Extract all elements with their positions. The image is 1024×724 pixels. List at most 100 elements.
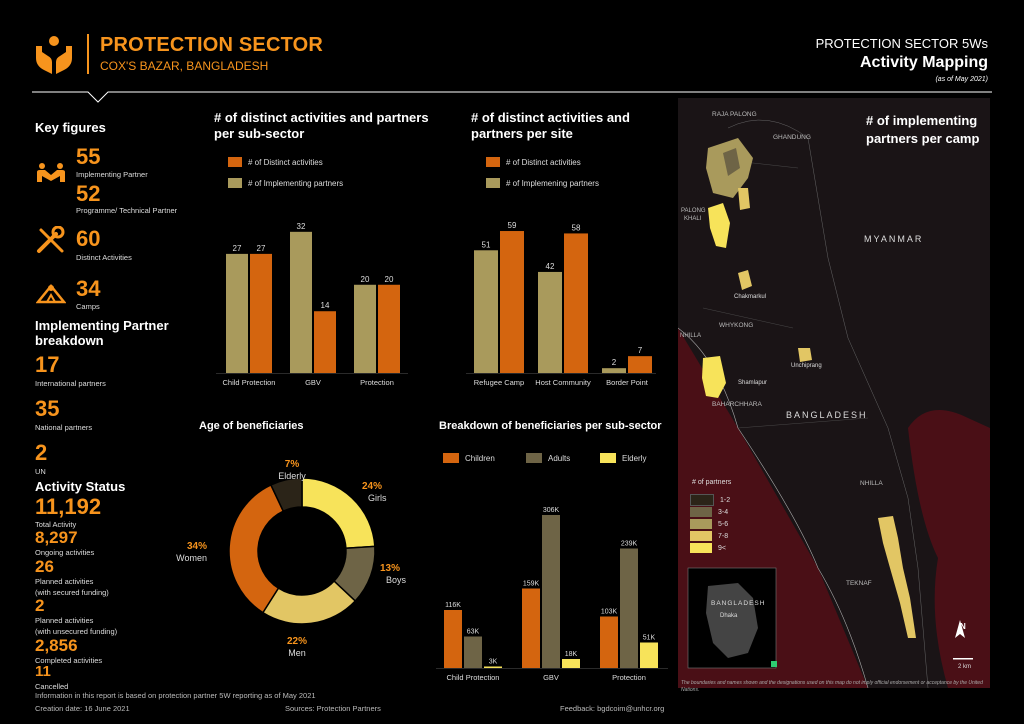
ip-breakdown-heading-1: Implementing Partner <box>35 318 169 333</box>
category-label-chart4-1: GBV <box>543 673 559 682</box>
category-label-chart2-2: Border Point <box>606 378 649 387</box>
logo-hands-icon <box>32 32 76 76</box>
report-date: (as of May 2021) <box>935 76 988 83</box>
bar-label-chart4-2-0: 103K <box>601 609 618 616</box>
cancelled-value: 11 <box>35 663 51 680</box>
distinct-activities-label: Distinct Activities <box>76 253 132 262</box>
chart2-title-line2: partners per site <box>471 126 573 141</box>
bar-label-chart4-2-1: 239K <box>621 541 638 548</box>
chart4-title: Breakdown of beneficiaries per sub-secto… <box>439 420 662 432</box>
bar-chart4-0-2 <box>484 666 502 668</box>
map-legend-title: # of partners <box>692 479 732 486</box>
donut-pct-boys: 13% <box>380 563 400 574</box>
bar-label-chart4-0-1: 63K <box>467 629 480 636</box>
map-label-baharchhara: BAHARCHHARA <box>712 401 762 408</box>
un-value: 2 <box>35 440 48 465</box>
report-title: Activity Mapping <box>859 54 988 71</box>
bar-chart2-0-1 <box>474 250 498 373</box>
map-title-line1: # of implementing <box>866 113 978 128</box>
bar-chart4-2-0 <box>600 616 618 668</box>
bar-label-chart4-1-2: 18K <box>565 651 578 658</box>
footer-creation-date: Creation date: 16 June 2021 <box>35 704 130 713</box>
bar-label-chart4-0-0: 116K <box>445 602 461 609</box>
bar-label-chart1-0-1: 27 <box>233 244 242 253</box>
programme-partner-value: 52 <box>76 181 101 206</box>
bar-chart2-0-0 <box>500 231 524 373</box>
bar-chart4-1-1 <box>542 515 560 668</box>
map-label-myanmar: MYANMAR <box>864 234 924 244</box>
bar-chart1-1-0 <box>314 311 336 373</box>
header-divider <box>87 34 89 74</box>
bar-chart4-0-1 <box>464 636 482 668</box>
category-label-chart4-2: Protection <box>612 673 646 682</box>
chart4-bars: 116K 63K 3K Child Protection 159K 306K 18K GBV 1… <box>436 507 668 682</box>
bar-chart4-1-0 <box>522 588 540 668</box>
bar-chart1-2-0 <box>378 284 400 373</box>
donut-pct-men: 22% <box>287 636 307 647</box>
donut-pct-elderly: 7% <box>285 459 300 470</box>
donut-title: Age of beneficiaries <box>199 420 304 432</box>
total-activity-label: Total Activity <box>35 520 77 529</box>
camp-map <box>678 98 990 688</box>
total-activity-value: 11,192 <box>35 494 102 519</box>
page-subtitle: COX'S BAZAR, BANGLADESH <box>100 59 269 73</box>
chart4-legend-children: Children <box>443 453 495 463</box>
map-disclaimer: The boundaries and names shown and the d… <box>681 680 983 693</box>
un-label: UN <box>35 467 46 476</box>
bar-label-chart2-1-1: 42 <box>546 262 555 271</box>
donut-pct-women: 34% <box>187 541 207 552</box>
map-legend-item-1: 1-2 <box>690 494 730 506</box>
age-donut-chart: 24%Girls 13%Boys 22%Men 34%Women 7%Elderly <box>176 459 406 658</box>
map-title-line2: partners per camp <box>866 131 980 146</box>
map-legend: 1-2 3-4 5-6 7-8 9< <box>690 494 730 554</box>
donut-name-girls: Girls <box>368 493 387 503</box>
ongoing-label: Ongoing activities <box>35 548 95 557</box>
map-label-khali: KHALI <box>684 216 702 222</box>
map-legend-item-5: 9< <box>690 542 730 554</box>
key-figures-heading: Key figures <box>35 120 106 135</box>
donut-name-women: Women <box>176 553 207 563</box>
chart2-legend-activities: # of Distinct activities <box>486 157 581 167</box>
bar-label-chart1-1-0: 14 <box>321 301 330 310</box>
planned-secured-label-2: (with secured funding) <box>35 588 109 597</box>
category-label-chart2-1: Host Community <box>535 378 591 387</box>
bar-label-chart4-0-2: 3K <box>489 659 498 666</box>
map-label-teknaf: TEKNAF <box>846 580 872 587</box>
page-title: PROTECTION SECTOR <box>100 34 324 56</box>
ongoing-value: 8,297 <box>35 528 78 547</box>
inset-label-bangladesh: BANGLADESH <box>711 600 766 607</box>
bar-label-chart1-1-1: 32 <box>297 222 306 231</box>
bar-label-chart1-2-0: 20 <box>385 275 394 284</box>
footer-sources: Sources: Protection Partners <box>285 704 381 713</box>
map-legend-item-3: 5-6 <box>690 518 730 530</box>
international-label: International partners <box>35 379 106 388</box>
map-label-whykong: WHYKONG <box>719 322 754 329</box>
chart1-title-line2: per sub-sector <box>214 126 305 141</box>
chart2-bars: 51 59 Refugee Camp 42 58 Host Community 2 7 Bord… <box>466 221 656 387</box>
bar-label-chart1-2-1: 20 <box>361 275 370 284</box>
chart2-legend-partners: # of Implemening partners <box>486 178 599 188</box>
ip-breakdown-heading-2: breakdown <box>35 333 104 348</box>
bar-chart2-2-1 <box>602 368 626 373</box>
bar-chart2-2-0 <box>628 356 652 373</box>
bar-chart1-1-1 <box>290 231 312 373</box>
bar-label-chart4-1-1: 306K <box>543 507 560 514</box>
completed-value: 2,856 <box>35 636 78 655</box>
bar-chart1-2-1 <box>354 284 376 373</box>
chart1-legend-activities: # of Distinct activities <box>228 157 323 167</box>
category-label-chart2-0: Refugee Camp <box>474 378 524 387</box>
international-value: 17 <box>35 352 60 377</box>
chart2-title-line1: # of distinct activities and <box>471 110 630 125</box>
bar-chart4-1-2 <box>562 659 580 668</box>
national-value: 35 <box>35 396 60 421</box>
scale-label: 2 km <box>958 664 972 670</box>
report-name: PROTECTION SECTOR 5Ws <box>815 36 988 51</box>
map-label-unchiprang: Unchiprang <box>791 363 822 369</box>
chart4-legend-adults: Adults <box>526 453 570 463</box>
bar-label-chart2-2-0: 7 <box>638 346 643 355</box>
planned-secured-value: 26 <box>35 557 54 576</box>
map-legend-item-4: 7-8 <box>690 530 730 542</box>
map-label-ghandung: GHANDUNG <box>773 134 811 141</box>
bar-chart2-1-1 <box>538 271 562 373</box>
activity-status-heading: Activity Status <box>35 479 126 494</box>
